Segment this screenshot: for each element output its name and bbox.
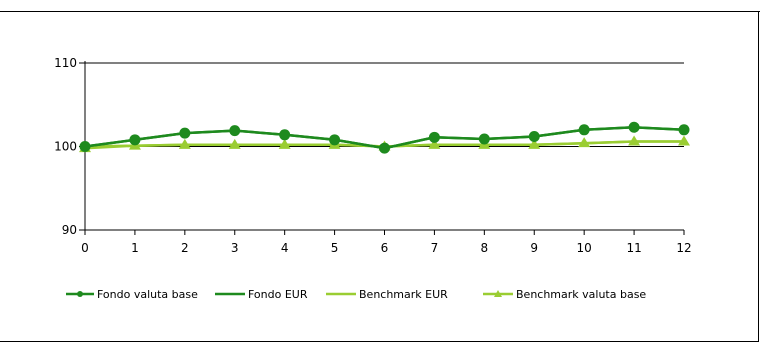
data-point-s1-0 [79,141,91,152]
series-group [79,121,690,154]
legend-marker-1 [77,291,83,297]
data-point-s1-9 [528,130,540,142]
x-tick-label-1: 1 [131,241,139,255]
data-point-s4-9 [528,138,541,149]
x-tick-label-5: 5 [331,241,339,255]
data-point-s1-5 [329,134,341,146]
y-tick-labels: 90 100 110 [54,56,77,237]
data-point-s4-2 [178,138,191,149]
x-tick-label-8: 8 [481,241,489,255]
legend: Fondo valuta base Fondo EUR Benchmark EUR B… [66,288,646,301]
legend-label-4: Benchmark valuta base [516,288,646,301]
y-tick-label-100: 100 [54,140,77,154]
data-point-s4-7 [428,138,441,149]
series-1 [79,121,690,154]
data-point-s4-11 [628,135,641,146]
legend-label-2: Fondo EUR [248,288,308,301]
data-point-s1-11 [628,121,640,133]
x-tick-label-3: 3 [231,241,239,255]
data-point-s1-3 [229,125,241,137]
x-tick-label-4: 4 [281,241,289,255]
x-tick-label-11: 11 [626,241,641,255]
x-tick-label-2: 2 [181,241,189,255]
data-point-s1-7 [428,131,440,143]
legend-label-1: Fondo valuta base [97,288,198,301]
data-point-s4-12 [678,135,690,146]
legend-item-2: Fondo EUR [215,288,308,301]
top-rule [0,11,760,12]
legend-item-3: Benchmark EUR [326,288,448,301]
y-tick-label-90: 90 [62,223,77,237]
legend-item-1: Fondo valuta base [66,288,198,301]
x-tick-label-0: 0 [81,241,89,255]
data-point-s4-3 [228,138,241,149]
data-point-s4-4 [278,138,291,149]
y-tick-label-110: 110 [54,56,77,70]
data-point-s1-12 [678,124,690,136]
data-point-s1-10 [578,124,590,136]
x-tick-label-6: 6 [381,241,389,255]
legend-marker-4 [494,290,502,297]
data-point-s1-6 [379,142,390,154]
data-point-s4-10 [578,137,591,148]
x-tick-label-10: 10 [577,241,592,255]
legend-item-4: Benchmark valuta base [483,288,646,301]
data-point-s1-4 [279,129,291,141]
x-tick-label-7: 7 [431,241,439,255]
legend-label-3: Benchmark EUR [359,288,448,301]
x-tick-label-9: 9 [530,241,538,255]
data-point-s1-2 [179,127,191,139]
x-tick-label-12: 12 [676,241,691,255]
data-point-s1-1 [129,134,141,146]
data-point-s1-8 [478,133,490,145]
x-tick-labels: 0 1 2 3 4 5 6 7 8 9 10 11 12 [81,241,691,255]
chart-frame [0,12,759,342]
